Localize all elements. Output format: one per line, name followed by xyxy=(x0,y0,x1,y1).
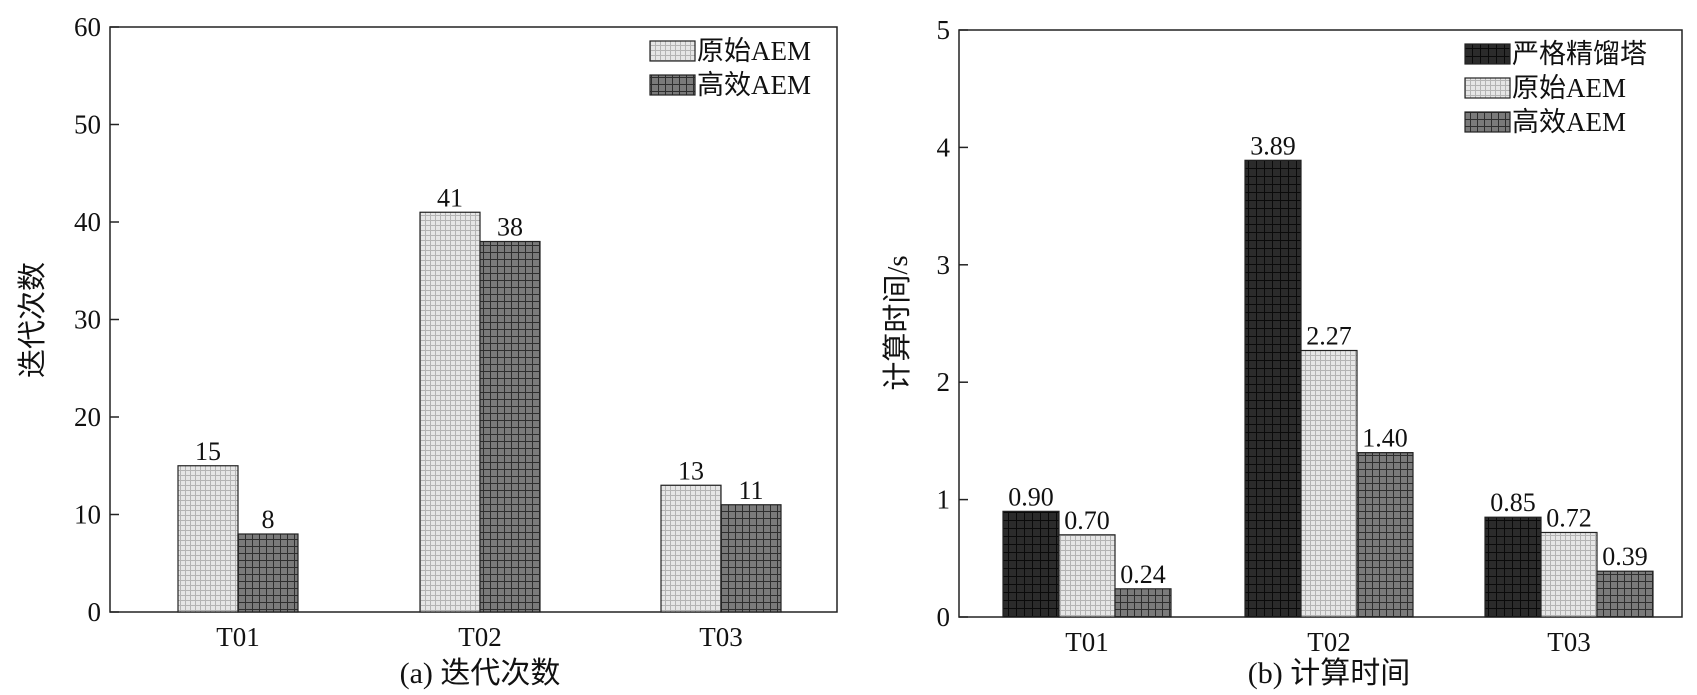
y-tick-label: 2 xyxy=(937,367,951,397)
y-tick-label: 4 xyxy=(937,132,951,162)
legend-swatch xyxy=(1464,77,1511,99)
bar xyxy=(1002,510,1060,618)
chart-panel-compute-time: 0 1 2 3 4 5 T01 T02 T03 0.90 3.89 0.85 0.70 2.27 0.72 0… xyxy=(881,15,1683,690)
legend-label: 原始AEM xyxy=(697,36,811,66)
data-label: 0.39 xyxy=(1602,542,1648,571)
y-tick-label: 3 xyxy=(937,250,951,280)
chart-panel-iterations: 0 10 20 30 40 50 60 T01 T02 T03 15 41 13 8 38 11 原始AEM 高效… xyxy=(16,12,838,690)
data-label: 2.27 xyxy=(1306,322,1352,351)
data-label: 13 xyxy=(678,456,704,485)
data-label: 8 xyxy=(262,505,275,534)
bar xyxy=(1114,588,1172,618)
bar xyxy=(237,533,299,613)
y-tick-label: 0 xyxy=(88,597,102,627)
y-tick-label: 0 xyxy=(937,602,951,632)
x-tick-label: T03 xyxy=(1547,627,1591,657)
chart-caption: (a) 迭代次数 xyxy=(400,657,561,690)
data-label: 0.24 xyxy=(1120,560,1166,589)
legend-swatch xyxy=(1464,43,1511,65)
chart-caption: (b) 计算时间 xyxy=(1248,657,1410,690)
x-tick-label: T01 xyxy=(1065,627,1109,657)
legend-label: 高效AEM xyxy=(1512,107,1626,137)
data-label: 38 xyxy=(497,213,523,242)
data-label: 0.70 xyxy=(1064,506,1110,535)
bar xyxy=(177,465,239,613)
x-tick-label: T03 xyxy=(699,622,743,652)
legend-label: 高效AEM xyxy=(697,70,811,100)
data-label: 3.89 xyxy=(1250,131,1296,160)
data-label: 11 xyxy=(738,476,763,505)
x-tick-label: T01 xyxy=(216,622,260,652)
data-label: 41 xyxy=(437,183,463,212)
y-tick-label: 5 xyxy=(937,15,951,45)
legend-swatch xyxy=(1464,111,1511,133)
data-label: 0.72 xyxy=(1546,503,1592,532)
bar xyxy=(1300,349,1358,618)
y-tick-label: 60 xyxy=(74,12,101,42)
legend-swatch xyxy=(649,74,696,96)
data-label: 0.85 xyxy=(1490,488,1536,517)
data-label: 15 xyxy=(195,437,221,466)
bar xyxy=(419,211,481,613)
bar xyxy=(720,504,782,613)
bar xyxy=(1356,452,1414,618)
y-tick-label: 40 xyxy=(74,207,101,237)
legend-label: 原始AEM xyxy=(1512,73,1626,103)
y-tick-label: 20 xyxy=(74,402,101,432)
y-tick-label: 10 xyxy=(74,500,101,530)
bar xyxy=(1058,534,1116,618)
y-tick-label: 1 xyxy=(937,485,951,515)
y-axis-title: 计算时间/s xyxy=(881,255,914,390)
bar xyxy=(1540,531,1598,618)
x-tick-label: T02 xyxy=(458,622,502,652)
bar xyxy=(479,240,541,613)
bar xyxy=(1596,570,1654,618)
bar xyxy=(660,484,722,613)
data-label: 1.40 xyxy=(1362,424,1408,453)
x-tick-label: T02 xyxy=(1307,627,1351,657)
bar xyxy=(1484,516,1542,618)
data-label: 0.90 xyxy=(1008,482,1054,511)
y-axis-title: 迭代次数 xyxy=(16,262,49,378)
y-tick-label: 30 xyxy=(74,305,101,335)
legend-label: 严格精馏塔 xyxy=(1512,39,1647,69)
y-tick-label: 50 xyxy=(74,110,101,140)
legend-swatch xyxy=(649,40,696,62)
bar xyxy=(1244,159,1302,618)
